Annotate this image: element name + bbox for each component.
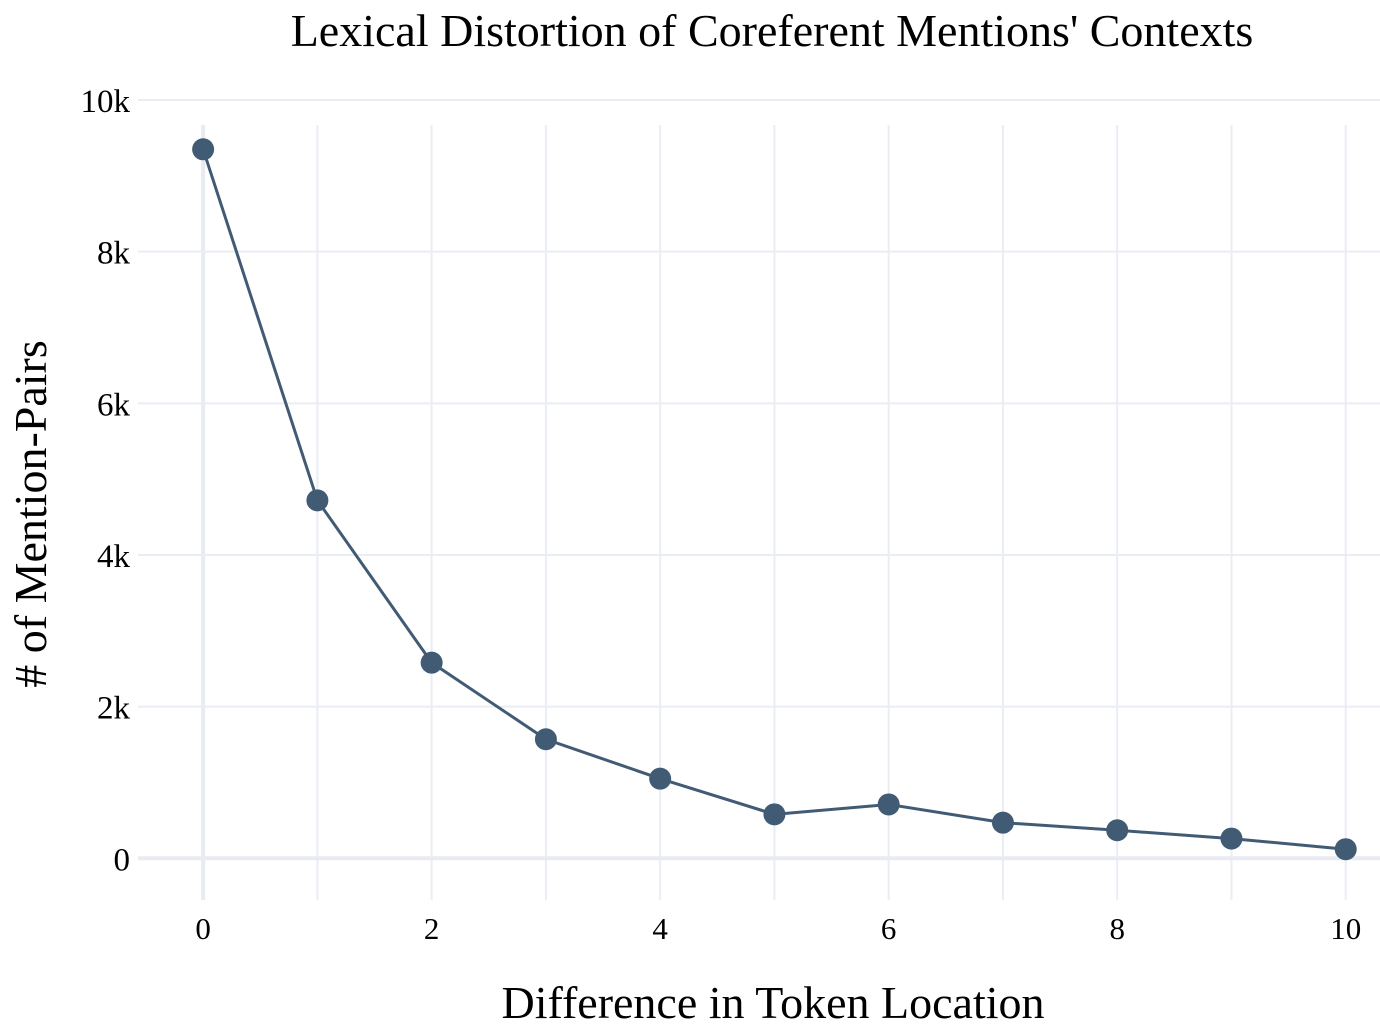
data-point xyxy=(534,728,557,751)
data-point xyxy=(420,651,443,674)
x-tick-label: 8 xyxy=(1109,911,1125,946)
data-point xyxy=(991,811,1014,834)
data-point xyxy=(649,767,672,790)
data-point xyxy=(192,138,215,161)
y-tick-label: 10k xyxy=(81,84,131,120)
data-point xyxy=(877,793,900,816)
x-tick-label: 6 xyxy=(881,911,897,946)
y-axis-tick-labels: 0 2k 4k 6k 8k 10k xyxy=(81,84,131,878)
y-tick-label: 4k xyxy=(97,539,131,575)
data-point xyxy=(1220,827,1243,850)
y-tick-label: 0 xyxy=(114,842,131,878)
data-point xyxy=(1106,819,1129,842)
data-point xyxy=(1334,838,1357,861)
x-axis-title: Difference in Token Location xyxy=(501,977,1044,1028)
x-tick-label: 0 xyxy=(195,911,211,946)
y-axis-title: # of Mention-Pairs xyxy=(5,340,56,688)
x-tick-label: 10 xyxy=(1330,911,1361,946)
series-layer xyxy=(192,138,1357,861)
y-tick-label: 8k xyxy=(97,236,131,272)
x-axis-tick-labels: 0 2 4 6 8 10 xyxy=(195,911,1361,946)
data-point xyxy=(306,489,329,512)
x-tick-label: 2 xyxy=(424,911,440,946)
y-tick-label: 2k xyxy=(97,691,131,727)
y-tick-label: 6k xyxy=(97,387,131,423)
data-point xyxy=(763,803,786,826)
grid-layer xyxy=(138,99,1380,900)
chart-title: Lexical Distortion of Coreferent Mention… xyxy=(291,5,1254,56)
x-tick-label: 4 xyxy=(652,911,668,946)
